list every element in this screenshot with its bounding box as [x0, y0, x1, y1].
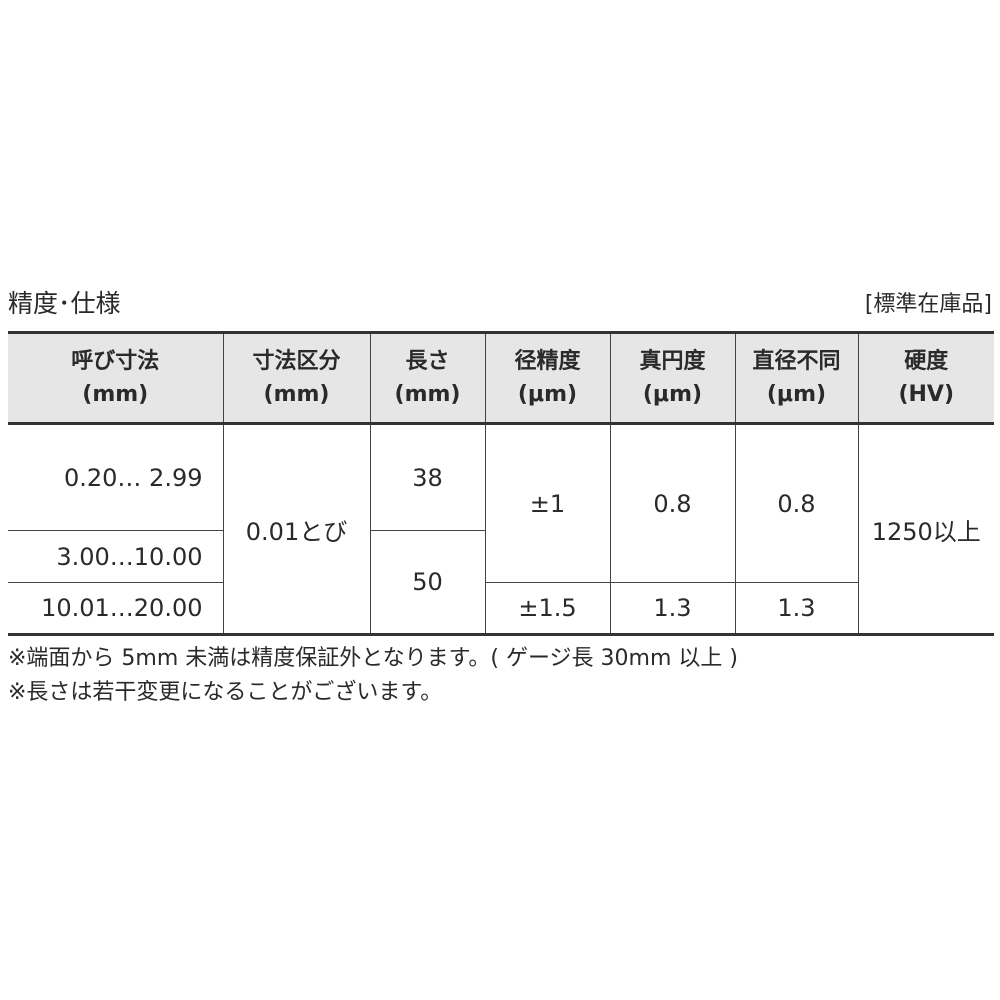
- cell-nominal: 10.01…20.00: [8, 582, 224, 635]
- cell-length: 38: [369, 423, 486, 531]
- cell-increment: 0.01とび: [222, 423, 371, 635]
- table-row: 10.01…20.00 ±1.5 1.3 1.3: [8, 582, 994, 635]
- header-hardness: 硬度 (HV): [857, 332, 994, 425]
- cell-nominal: 0.20… 2.99: [8, 423, 224, 531]
- cell-diameter-variation: 1.3: [734, 582, 858, 635]
- cell-roundness: 1.3: [609, 582, 736, 635]
- note: ※端面から 5mm 未満は精度保証外となります。( ゲージ長 30mm 以上 ): [8, 646, 738, 671]
- cell-diameter-variation: 0.8: [734, 423, 859, 583]
- spec-table: 呼び寸法 (mm) 寸法区分 (mm) 長さ (mm) 径精度 (μm) 真円度 (μm)…: [8, 331, 994, 636]
- cell-diameter-accuracy: ±1.5: [484, 582, 611, 635]
- table-row: 3.00…10.00 50: [8, 530, 994, 635]
- cell-diameter-accuracy: ±1: [484, 423, 611, 583]
- cell-length: 50: [369, 530, 485, 635]
- header-nominal: 呼び寸法 (mm): [8, 332, 224, 425]
- note: ※長さは若干変更になることがございます。: [8, 680, 443, 705]
- cell-roundness: 0.8: [609, 423, 736, 583]
- header-diameter-accuracy: 径精度 (μm): [484, 332, 611, 425]
- header-roundness: 真円度 (μm): [609, 332, 736, 425]
- header-increment: 寸法区分 (mm): [222, 332, 371, 425]
- header-row: 呼び寸法 (mm) 寸法区分 (mm) 長さ (mm) 径精度 (μm) 真円度 (μm)…: [8, 332, 994, 425]
- section-title: 精度･仕様: [8, 289, 121, 318]
- header-length: 長さ (mm): [369, 332, 486, 425]
- cell-hardness: 1250以上: [857, 423, 994, 635]
- header-diameter-variation: 直径不同 (μm): [734, 332, 859, 425]
- stock-label: [標準在庫品]: [864, 292, 992, 317]
- table-row: 0.20… 2.99 0.01とび 38 ±1 0.8 0.8 1250以上: [8, 423, 994, 635]
- notes: ※端面から 5mm 未満は精度保証外となります。( ゲージ長 30mm 以上 )…: [8, 642, 738, 710]
- cell-nominal: 3.00…10.00: [8, 530, 224, 583]
